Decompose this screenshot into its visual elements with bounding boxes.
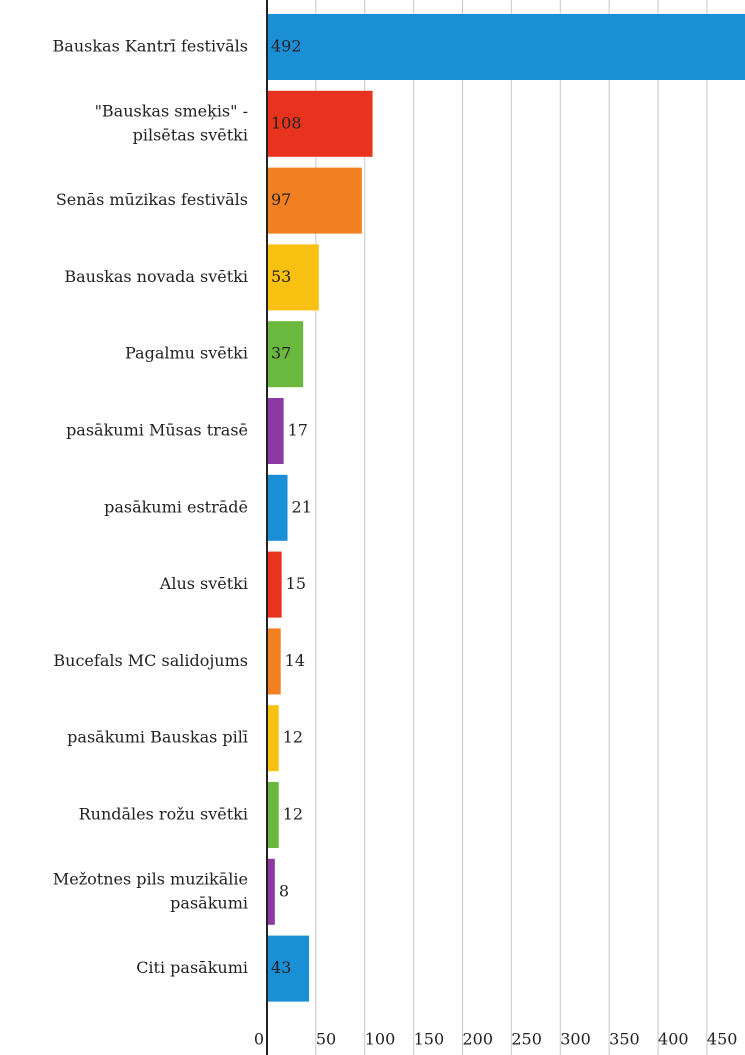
value-label: 53 <box>271 267 291 286</box>
y-tick-label: pasākumi <box>170 893 248 912</box>
value-label: 43 <box>271 958 291 977</box>
y-tick-label: pilsētas svētki <box>133 125 248 144</box>
y-tick-label: "Bauskas smeķis" - <box>95 101 248 120</box>
x-tick-label: 400 <box>658 1030 689 1049</box>
bar <box>267 782 279 848</box>
value-label: 14 <box>285 651 305 670</box>
value-label: 97 <box>271 190 291 209</box>
y-tick-label: Rundāles rožu svētki <box>79 805 248 824</box>
y-tick-label: Senās mūzikas festivāls <box>56 190 248 209</box>
bar <box>267 935 310 1002</box>
y-tick-label: Bauskas Kantrī festivāls <box>53 37 248 56</box>
y-tick-label: pasākumi Bauskas pilī <box>67 728 248 747</box>
bar <box>267 244 319 311</box>
value-label: 17 <box>288 421 308 440</box>
y-tick-label: Bucefals MC salidojums <box>53 651 248 670</box>
y-tick-label: pasākumi Mūsas trasē <box>66 421 248 440</box>
y-tick-label: Bauskas novada svētki <box>64 267 248 286</box>
y-tick-label: Citi pasākumi <box>136 958 248 977</box>
value-label: 8 <box>279 881 289 900</box>
bar <box>267 321 304 388</box>
y-tick-label: Pagalmu svētki <box>125 344 248 363</box>
x-tick-label: 100 <box>365 1030 396 1049</box>
y-tick-label: Mežotnes pils muzikālie <box>53 869 248 888</box>
y-tick-label: pasākumi estrādē <box>104 497 248 516</box>
x-tick-label: 350 <box>609 1030 640 1049</box>
x-tick-label: 50 <box>316 1030 336 1049</box>
value-label: 15 <box>286 574 306 593</box>
x-tick-label: 0 <box>254 1030 264 1049</box>
value-label: 37 <box>271 344 291 363</box>
value-label: 12 <box>283 728 303 747</box>
bar <box>267 167 362 234</box>
bar <box>267 628 281 695</box>
bar <box>267 551 282 618</box>
x-tick-label: 200 <box>463 1030 494 1049</box>
x-tick-label: 250 <box>511 1030 542 1049</box>
x-tick-label: 300 <box>560 1030 591 1049</box>
value-label: 108 <box>271 113 302 132</box>
bar <box>267 858 275 925</box>
value-label: 21 <box>292 497 312 516</box>
bar <box>267 90 373 157</box>
value-label: 12 <box>283 805 303 824</box>
x-tick-label: 450 <box>707 1030 738 1049</box>
value-label: 492 <box>271 37 302 56</box>
x-tick-label: 150 <box>414 1030 445 1049</box>
bar <box>267 705 279 772</box>
bar <box>267 14 745 80</box>
y-tick-label: Alus svētki <box>159 574 248 593</box>
bar <box>267 474 288 541</box>
bar <box>267 398 284 464</box>
